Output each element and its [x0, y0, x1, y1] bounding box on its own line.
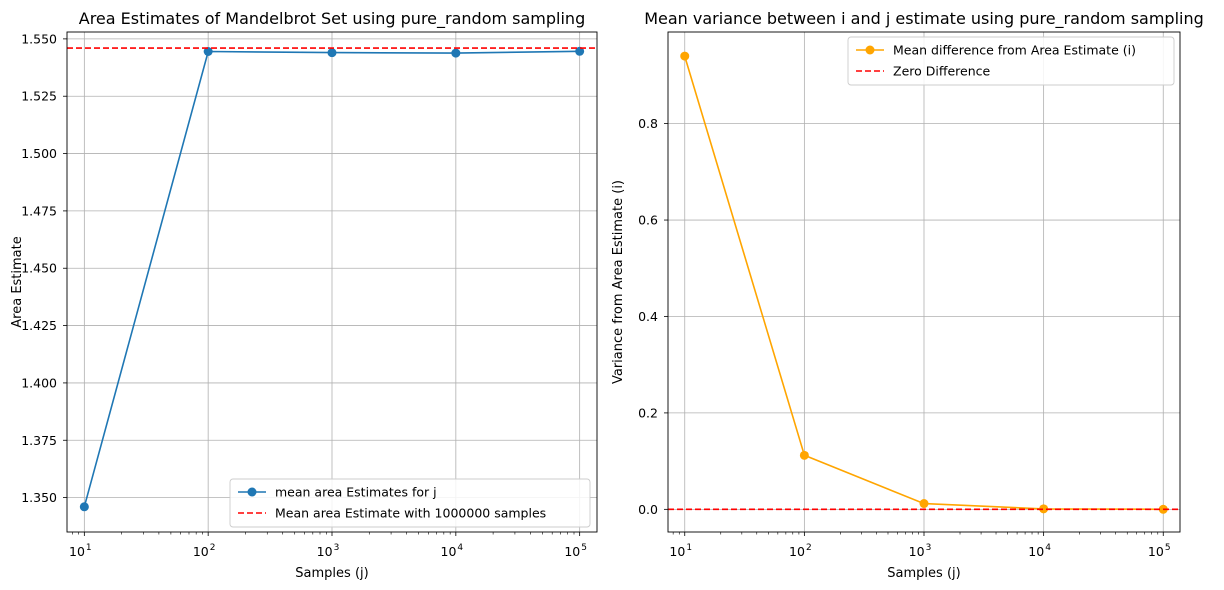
x-tick-exponent: 5	[1165, 543, 1171, 553]
chart-title: Area Estimates of Mandelbrot Set using p…	[79, 9, 585, 29]
x-tick-base: 10	[193, 544, 209, 559]
y-tick-label: 0.8	[638, 116, 658, 131]
x-tick-exponent: 4	[457, 543, 463, 553]
x-tick-exponent: 2	[806, 543, 812, 553]
x-tick-label: 104	[441, 543, 464, 559]
legend-label: Zero Difference	[893, 64, 990, 79]
legend: mean area Estimates for j Mean area Esti…	[229, 478, 591, 528]
legend-label: mean area Estimates for j	[275, 485, 437, 500]
data-point	[919, 499, 929, 509]
data-point	[327, 48, 337, 58]
y-tick-label: 1.350	[21, 490, 57, 505]
x-grid	[684, 32, 1164, 532]
y-tick-label: 1.550	[21, 31, 57, 46]
x-tick-base: 10	[317, 544, 333, 559]
y-tick-label: 1.375	[21, 433, 57, 448]
data-point	[451, 48, 461, 58]
legend-box	[229, 478, 591, 528]
x-tick-base: 10	[909, 544, 925, 559]
x-tick-label: 103	[909, 543, 932, 559]
legend-swatch-marker	[865, 45, 875, 55]
y-tick-label: 1.500	[21, 146, 57, 161]
x-tick-label: 102	[193, 543, 216, 559]
x-axis-label: Samples (j)	[295, 566, 368, 581]
y-tick-label: 1.475	[21, 203, 57, 218]
x-tick-exponent: 5	[581, 543, 587, 553]
data-point	[1039, 504, 1049, 514]
x-tick-exponent: 4	[1045, 543, 1051, 553]
chart-panel-0: Area Estimates of Mandelbrot Set using p…	[10, 9, 598, 581]
y-axis-label: Variance from Area Estimate (i)	[611, 180, 626, 384]
data-point	[79, 502, 89, 512]
data-point	[575, 46, 585, 56]
x-tick-label: 101	[69, 543, 92, 559]
legend-box	[847, 36, 1175, 86]
y-tick-label: 0.4	[638, 309, 658, 324]
x-tick-base: 10	[669, 544, 685, 559]
chart-panel-1: Mean variance between i and j estimate u…	[611, 9, 1204, 581]
x-tick-exponent: 1	[686, 543, 692, 553]
chart-title: Mean variance between i and j estimate u…	[644, 9, 1204, 29]
x-tick-label: 101	[669, 543, 692, 559]
y-tick-label: 0.6	[638, 213, 658, 228]
legend-swatch-marker	[247, 487, 257, 497]
x-tick-label: 105	[1148, 543, 1171, 559]
x-tick-base: 10	[1028, 544, 1044, 559]
y-tick-label: 0.2	[638, 405, 658, 420]
x-tick-exponent: 1	[86, 543, 92, 553]
y-axis-label: Area Estimate	[10, 236, 25, 327]
y-tick-label: 1.450	[21, 261, 57, 276]
x-grid	[83, 32, 581, 532]
x-tick-base: 10	[1148, 544, 1164, 559]
x-tick-base: 10	[564, 544, 580, 559]
x-tick-base: 10	[789, 544, 805, 559]
y-tick-label: 0.0	[638, 502, 658, 517]
x-tick-base: 10	[441, 544, 457, 559]
y-tick-label: 1.525	[21, 89, 57, 104]
legend-label: Mean area Estimate with 1000000 samples	[275, 506, 546, 521]
y-tick-label: 1.425	[21, 318, 57, 333]
x-tick-label: 104	[1028, 543, 1051, 559]
x-tick-exponent: 3	[926, 543, 932, 553]
x-tick-label: 103	[317, 543, 340, 559]
plot-frame	[66, 31, 598, 533]
x-tick-exponent: 3	[334, 543, 340, 553]
x-tick-base: 10	[69, 544, 85, 559]
x-tick-label: 102	[789, 543, 812, 559]
data-point	[680, 51, 690, 61]
data-point	[799, 450, 809, 460]
legend: Mean difference from Area Estimate (i) Ze…	[847, 36, 1175, 86]
x-axis-label: Samples (j)	[887, 566, 960, 581]
legend-label: Mean difference from Area Estimate (i)	[893, 43, 1136, 58]
plot-frame	[667, 31, 1181, 533]
x-tick-label: 105	[564, 543, 587, 559]
data-point	[203, 46, 213, 56]
x-tick-exponent: 2	[210, 543, 216, 553]
y-tick-label: 1.400	[21, 375, 57, 390]
